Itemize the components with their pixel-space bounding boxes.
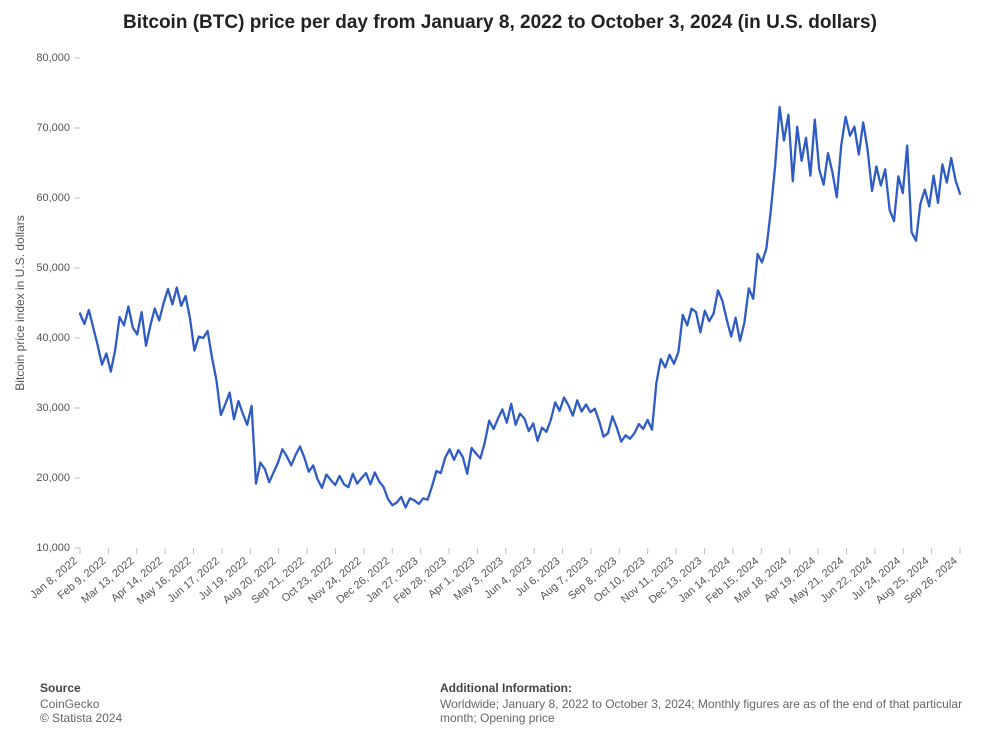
svg-text:10,000: 10,000 — [36, 542, 70, 554]
info-text: Worldwide; January 8, 2022 to October 3,… — [440, 697, 980, 725]
info-block: Additional Information: Worldwide; Janua… — [440, 681, 980, 725]
chart-footer: Source CoinGecko © Statista 2024 Additio… — [40, 681, 980, 725]
svg-text:50,000: 50,000 — [36, 262, 70, 274]
svg-text:40,000: 40,000 — [36, 332, 70, 344]
price-line — [80, 107, 960, 507]
chart-container: Bitcoin (BTC) price per day from January… — [0, 0, 1000, 743]
svg-text:70,000: 70,000 — [36, 122, 70, 134]
line-chart: 10,000 20,000 30,000 40,000 50,000 60,000 70,0… — [0, 50, 1000, 670]
svg-text:20,000: 20,000 — [36, 472, 70, 484]
info-title: Additional Information: — [440, 681, 980, 695]
svg-text:Bitcoin price index in U.S. do: Bitcoin price index in U.S. dollars — [13, 215, 27, 390]
source-title: Source — [40, 681, 300, 695]
source-block: Source CoinGecko © Statista 2024 — [40, 681, 300, 725]
chart-title-text: Bitcoin (BTC) price per day from January… — [123, 12, 877, 33]
source-line-1: CoinGecko — [40, 697, 300, 711]
source-line-2: © Statista 2024 — [40, 711, 300, 725]
svg-text:60,000: 60,000 — [36, 192, 70, 204]
svg-text:30,000: 30,000 — [36, 402, 70, 414]
chart-title: Bitcoin (BTC) price per day from January… — [0, 12, 1000, 34]
svg-text:80,000: 80,000 — [36, 52, 70, 64]
